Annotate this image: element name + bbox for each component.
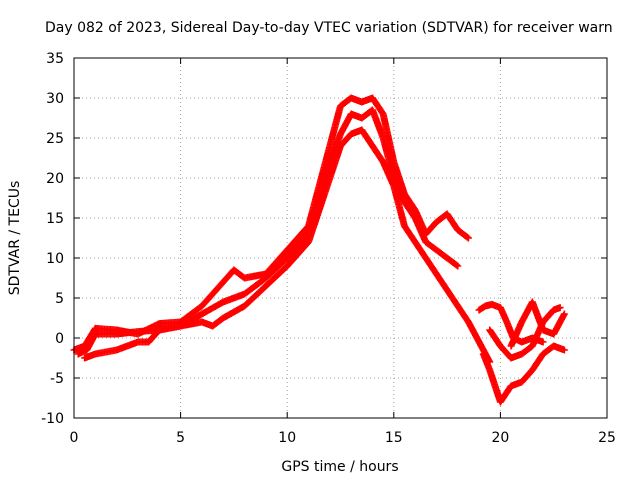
series-track-4: [475, 300, 547, 346]
y-tick-label: 25: [46, 131, 64, 147]
data-point: [560, 346, 568, 354]
series-track-7: [486, 304, 564, 362]
chart-title: Day 082 of 2023, Sidereal Day-to-day VTE…: [45, 20, 613, 36]
y-axis-label: SDTVAR / TECUs: [7, 181, 23, 296]
data-point: [560, 310, 568, 318]
x-tick-label: 20: [491, 430, 509, 446]
x-tick-label: 5: [176, 430, 185, 446]
y-tick-label: 10: [46, 251, 64, 267]
series-track-5: [479, 342, 568, 406]
data-point: [454, 262, 462, 270]
x-tick-label: 0: [70, 430, 79, 446]
data-point: [453, 261, 461, 269]
series-track-6: [507, 298, 568, 350]
axis-ticks: 0 5 10 15 20 25 -10 -5 0 5 10 15 20 25 30 35: [41, 51, 616, 446]
series-track-2: [74, 106, 462, 358]
x-tick-label: 15: [385, 430, 403, 446]
data-point: [464, 234, 472, 242]
y-tick-label: -5: [50, 371, 64, 387]
y-tick-label: 0: [55, 331, 64, 347]
x-axis-label: GPS time / hours: [281, 459, 398, 475]
x-tick-label: 25: [598, 430, 616, 446]
data-point: [556, 304, 564, 312]
y-tick-label: -10: [41, 411, 64, 427]
y-tick-label: 15: [46, 211, 64, 227]
data-point: [539, 338, 547, 346]
x-tick-label: 10: [278, 430, 296, 446]
y-tick-label: 30: [46, 91, 64, 107]
y-tick-label: 20: [46, 171, 64, 187]
y-tick-label: 35: [46, 51, 64, 67]
data-points: [70, 94, 568, 406]
data-point: [463, 233, 471, 241]
plot-frame: [73, 57, 608, 419]
series-track-3: [81, 126, 494, 366]
y-tick-label: 5: [55, 291, 64, 307]
series-track-1: [70, 94, 472, 354]
